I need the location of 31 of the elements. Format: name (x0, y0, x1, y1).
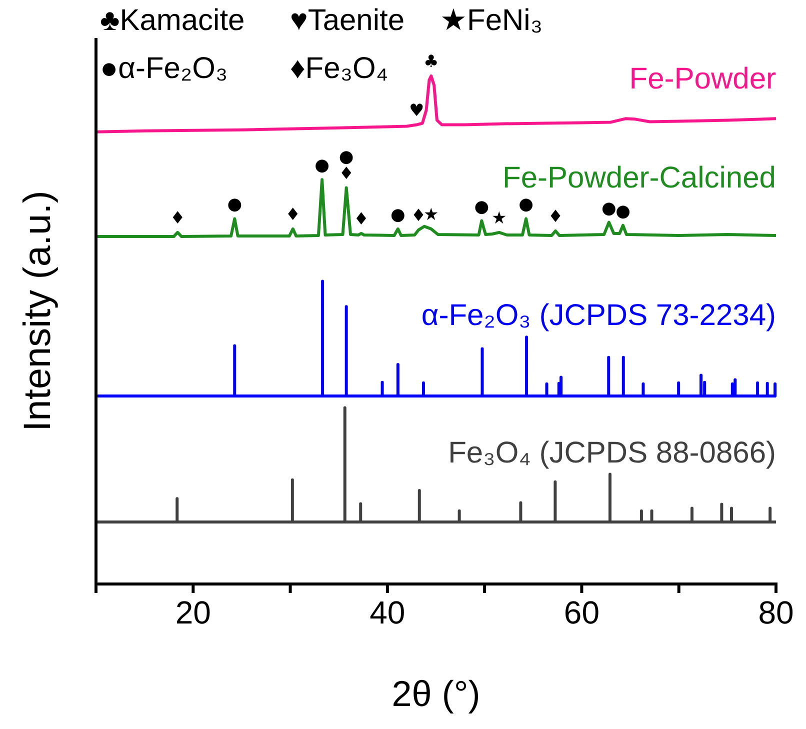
annotation: ♦ (170, 208, 186, 228)
series-label: Fe-Powder (629, 62, 776, 96)
annotation: ● (601, 198, 616, 218)
annotation: ★ (492, 208, 507, 228)
x-tick-label: 40 (370, 594, 406, 631)
series-label: Fe-Powder-Calcined (502, 162, 776, 195)
x-tick-label: 80 (758, 594, 794, 631)
annotation: ♥ (408, 100, 424, 121)
annotation: ● (227, 194, 242, 215)
y-axis-title: Intensity (a.u.) (17, 190, 59, 432)
annotation: ● (518, 194, 534, 215)
annotation: ♦ (354, 209, 369, 230)
annotation: ★ (424, 204, 439, 225)
text: ★FeNi₃ (440, 4, 543, 37)
series-label: α-Fe₂O₃ (JCPDS 73-2234) (421, 299, 776, 332)
annotation: ● (474, 196, 490, 217)
annotation: ♣ (424, 52, 439, 72)
x-tick-label: 20 (175, 594, 211, 631)
annotation: ● (390, 204, 406, 225)
annotation: ● (314, 156, 330, 176)
x-tick-label: 60 (564, 594, 600, 631)
annotation: ♦ (548, 206, 564, 227)
series-label: Fe₃O₄ (JCPDS 88-0866) (448, 436, 776, 470)
annotation: ♦Fe₃O₄ (290, 52, 388, 85)
annotation: ● (616, 201, 630, 222)
x-axis-title: 2θ (°) (392, 673, 480, 714)
text: ♣Kamacite (100, 4, 245, 37)
annotation: ♦ (410, 206, 426, 226)
text: ♥Taenite (290, 4, 405, 37)
annotation: ●α-Fe₂O₃ (100, 52, 228, 85)
annotation: ♦ (285, 204, 301, 225)
